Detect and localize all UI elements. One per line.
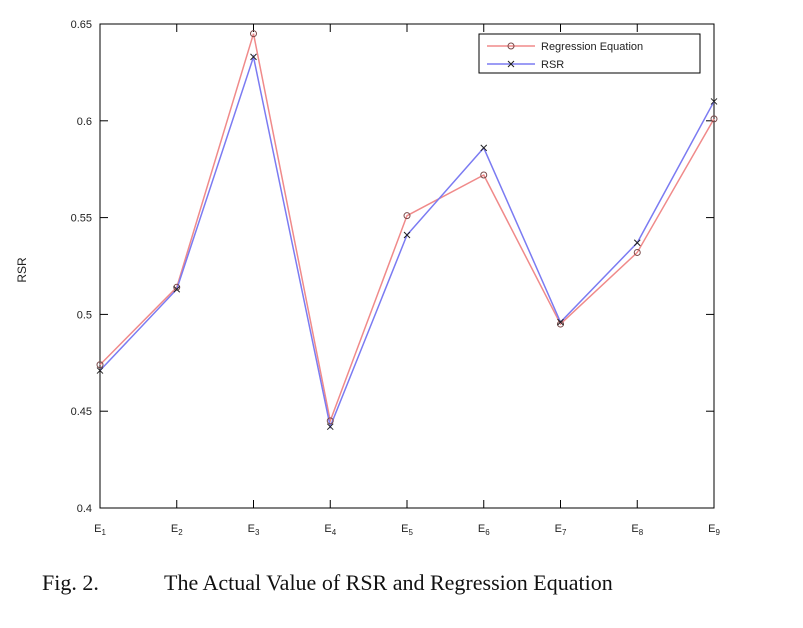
series-line-regression: [99, 33, 715, 424]
data-point-regression: [710, 115, 718, 123]
data-point-rsr: [633, 239, 641, 247]
x-tick-label: E2: [171, 523, 183, 537]
y-axis-title: RSR: [15, 257, 29, 283]
legend-label-regression: Regression Equation: [541, 41, 643, 53]
y-tick-label: 0.55: [71, 213, 92, 225]
y-tick-label: 0.4: [77, 503, 92, 515]
data-point-rsr: [480, 144, 488, 152]
data-point-rsr: [710, 98, 718, 105]
data-point-rsr: [326, 423, 334, 431]
data-point-rsr: [250, 53, 257, 61]
x-tick-label: E5: [401, 523, 413, 537]
data-point-rsr: [96, 367, 104, 374]
y-tick-label: 0.6: [77, 116, 92, 128]
x-tick-label: E4: [324, 523, 336, 537]
series-lines: [99, 33, 715, 430]
legend-label-rsr: RSR: [541, 59, 564, 71]
x-tick-label: E6: [478, 523, 490, 537]
data-point-regression: [250, 30, 257, 38]
x-tick-label: E9: [708, 523, 720, 537]
legend-box: [478, 33, 701, 74]
data-point-regression: [480, 171, 488, 179]
figure-caption: Fig. 2. The Actual Value of RSR and Regre…: [42, 570, 613, 596]
data-point-regression: [173, 283, 181, 291]
data-point-regression: [96, 361, 104, 369]
y-tick-label: 0.5: [77, 309, 92, 321]
y-tick-label: 0.65: [71, 19, 92, 31]
x-tick-label: E3: [248, 523, 260, 537]
figure-caption-text: The Actual Value of RSR and Regression E…: [164, 570, 613, 595]
figure-label: Fig. 2.: [42, 570, 99, 595]
legend: Regression Equation RSR: [478, 33, 701, 74]
data-point-rsr: [173, 285, 181, 293]
x-tick-label: E7: [555, 523, 567, 537]
data-point-rsr: [557, 318, 564, 326]
legend-marker-rsr: [507, 60, 515, 68]
data-point-regression: [326, 417, 334, 425]
data-point-regression: [403, 212, 411, 220]
data-point-regression: [633, 248, 641, 256]
x-tick-label: E1: [94, 523, 106, 537]
data-point-regression: [557, 320, 564, 328]
data-point-rsr: [403, 231, 411, 239]
axis-tick-labels: 0.4 0.45 0.5 0.55 0.6 0.65 E1 E2 E3 E4 E5 E6 E7 E8 E9: [71, 19, 721, 537]
series-markers: [96, 30, 718, 431]
x-tick-label: E8: [631, 523, 643, 537]
y-tick-label: 0.45: [71, 406, 92, 418]
legend-marker-regression: [507, 42, 515, 50]
series-line-rsr: [99, 54, 715, 430]
